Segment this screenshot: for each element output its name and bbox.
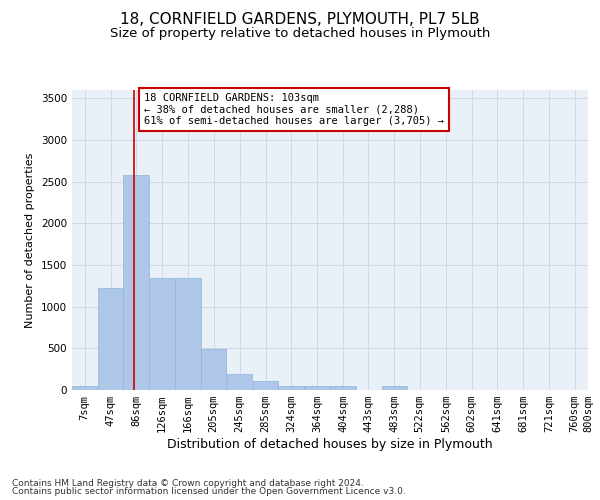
Bar: [201, 349, 226, 390]
Text: Size of property relative to detached houses in Plymouth: Size of property relative to detached ho…: [110, 28, 490, 40]
Bar: [278, 386, 304, 390]
Text: Contains HM Land Registry data © Crown copyright and database right 2024.: Contains HM Land Registry data © Crown c…: [12, 478, 364, 488]
Bar: [98, 288, 124, 390]
Text: Contains public sector information licensed under the Open Government Licence v3: Contains public sector information licen…: [12, 487, 406, 496]
Text: 18 CORNFIELD GARDENS: 103sqm
← 38% of detached houses are smaller (2,288)
61% of: 18 CORNFIELD GARDENS: 103sqm ← 38% of de…: [144, 93, 444, 126]
Bar: [304, 386, 329, 390]
X-axis label: Distribution of detached houses by size in Plymouth: Distribution of detached houses by size …: [167, 438, 493, 451]
Bar: [72, 386, 97, 390]
Bar: [253, 381, 278, 390]
Y-axis label: Number of detached properties: Number of detached properties: [25, 152, 35, 328]
Bar: [382, 386, 407, 390]
Text: 18, CORNFIELD GARDENS, PLYMOUTH, PL7 5LB: 18, CORNFIELD GARDENS, PLYMOUTH, PL7 5LB: [120, 12, 480, 28]
Bar: [149, 278, 175, 390]
Bar: [331, 386, 356, 390]
Bar: [175, 278, 201, 390]
Bar: [227, 374, 252, 390]
Bar: [124, 176, 149, 390]
